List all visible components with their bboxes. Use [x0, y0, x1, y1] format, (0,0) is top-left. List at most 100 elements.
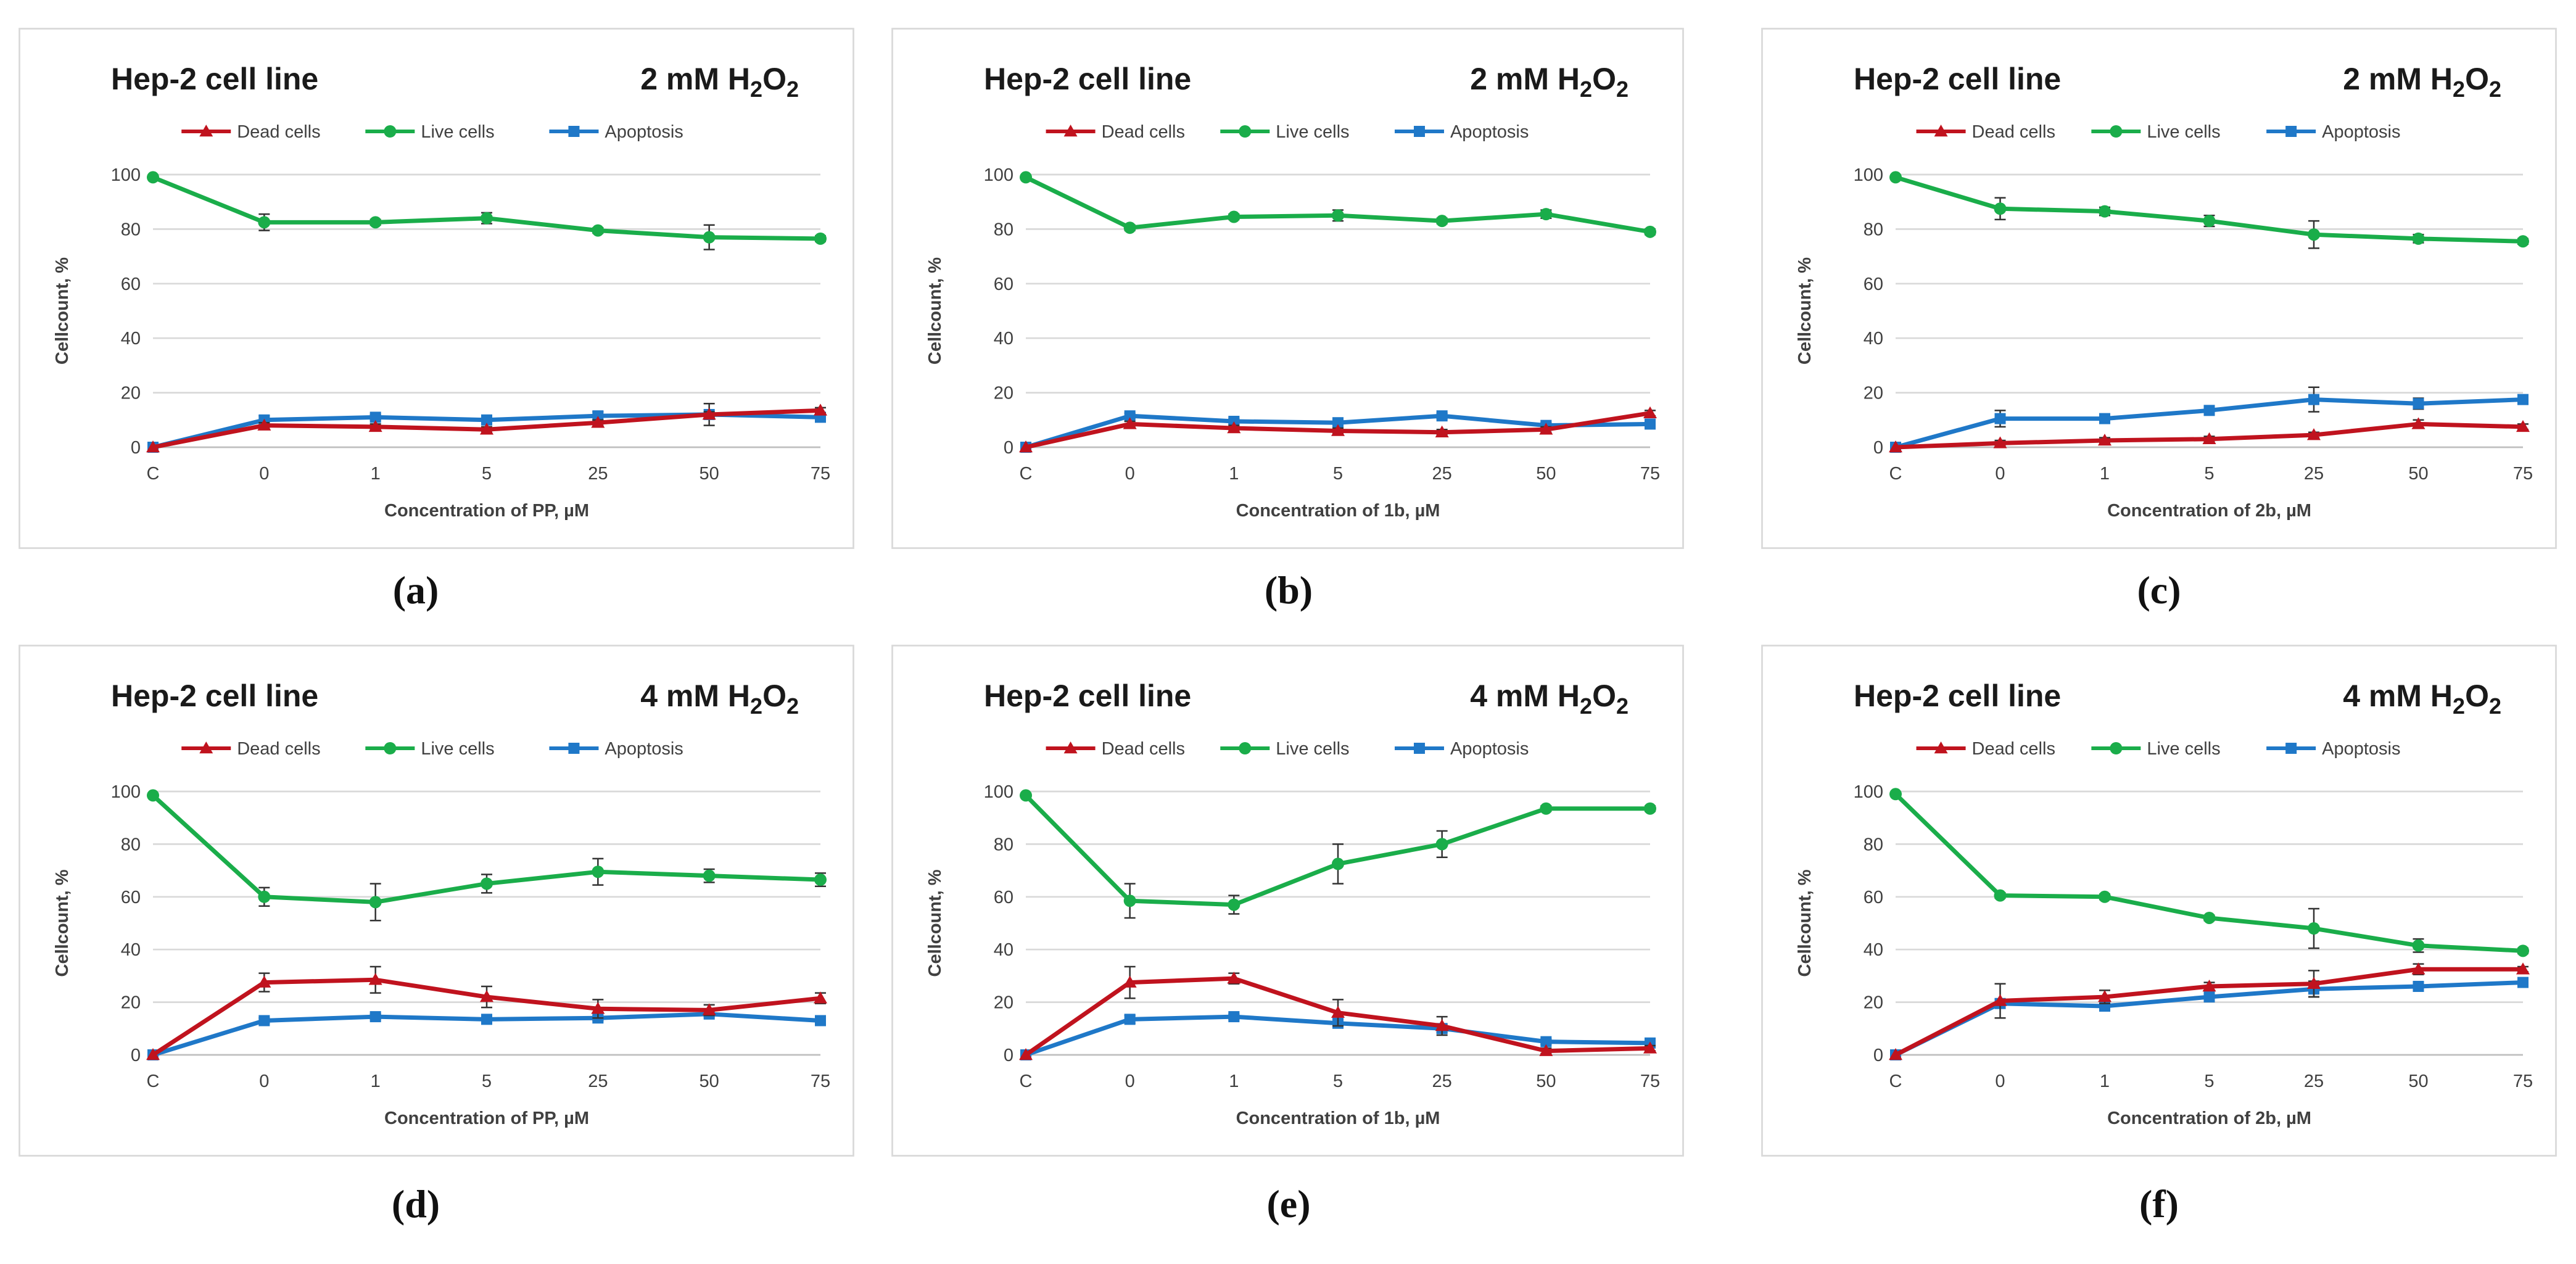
data-point-dead — [2307, 977, 2321, 989]
legend-marker-apoptosis — [2285, 126, 2297, 137]
x-tick-label: 5 — [482, 1072, 492, 1091]
legend-label-apoptosis: Apoptosis — [1450, 739, 1529, 759]
legend-marker-live — [2110, 742, 2123, 754]
y-tick-label: 100 — [984, 782, 1013, 802]
data-point-live — [814, 232, 827, 245]
y-axis-label: Cellcount, % — [52, 257, 72, 365]
chart-panel-c: Hep-2 cell line 2 mM H2O2 Dead cells Live c… — [1761, 28, 2557, 549]
legend-marker-dead — [1063, 741, 1078, 754]
x-tick-label: C — [1889, 464, 1902, 484]
series-live — [1889, 171, 2529, 249]
data-point-dead — [702, 1003, 716, 1015]
x-tick-label: C — [147, 1072, 160, 1091]
legend-label-dead: Dead cells — [237, 739, 320, 759]
y-axis-label: Cellcount, % — [925, 869, 945, 977]
x-tick-label: 25 — [2304, 1072, 2324, 1091]
data-point-live — [592, 865, 605, 878]
x-tick-label: 1 — [371, 1072, 381, 1091]
legend-label-apoptosis: Apoptosis — [1450, 122, 1529, 142]
data-point-live — [1435, 215, 1448, 228]
data-point-dead — [2202, 979, 2216, 992]
data-point-live — [1540, 208, 1553, 221]
data-point-live — [703, 231, 716, 244]
series-live — [147, 789, 827, 922]
chart-condition: 4 mM H2O2 — [2343, 679, 2501, 719]
data-point-live — [2203, 911, 2216, 924]
data-point-live — [1332, 209, 1344, 222]
data-point-apoptosis — [1540, 1036, 1552, 1047]
data-point-live — [147, 789, 159, 802]
chart-title: Hep-2 cell line — [984, 62, 1191, 96]
y-tick-label: 20 — [994, 993, 1013, 1013]
data-point-dead — [368, 973, 382, 985]
data-point-dead — [2202, 432, 2216, 444]
chart-title: Hep-2 cell line — [111, 679, 318, 713]
data-point-apoptosis — [1645, 418, 1656, 430]
legend-marker-apoptosis — [2285, 743, 2297, 754]
data-point-live — [2099, 205, 2111, 218]
chart-title: Hep-2 cell line — [984, 679, 1191, 713]
data-point-apoptosis — [1436, 410, 1448, 422]
x-tick-label: 50 — [700, 1072, 719, 1091]
y-tick-label: 40 — [121, 329, 141, 349]
data-point-dead — [814, 991, 827, 1004]
x-tick-label: 5 — [2204, 464, 2214, 484]
legend-label-live: Live cells — [1276, 122, 1349, 142]
data-point-dead — [1993, 994, 2007, 1006]
series-dead — [1889, 417, 2530, 453]
legend-label-apoptosis: Apoptosis — [2322, 739, 2400, 759]
x-tick-label: 50 — [1536, 1072, 1556, 1091]
data-point-dead — [1227, 972, 1241, 984]
chart-e-svg: Hep-2 cell line 4 mM H2O2 Dead cells Live c… — [891, 645, 1684, 1157]
x-tick-label: 0 — [1125, 1072, 1135, 1091]
data-point-dead — [1643, 1041, 1657, 1054]
legend-marker-apoptosis — [568, 126, 580, 137]
data-point-dead — [1123, 417, 1137, 429]
legend-label-apoptosis: Apoptosis — [2322, 122, 2400, 142]
data-point-apoptosis — [2203, 405, 2215, 416]
y-axis-label: Cellcount, % — [925, 257, 945, 365]
legend-label-apoptosis: Apoptosis — [605, 739, 683, 759]
data-point-dead — [702, 407, 716, 420]
data-point-live — [1020, 789, 1032, 802]
legend-label-dead: Dead cells — [237, 122, 320, 142]
chart-a-svg: Hep-2 cell line 2 mM H2O2 Dead cells Live c… — [19, 28, 854, 549]
data-point-live — [1994, 202, 2007, 215]
data-point-live — [1644, 225, 1656, 238]
legend-label-dead: Dead cells — [1102, 122, 1185, 142]
legend-label-dead: Dead cells — [1102, 739, 1185, 759]
y-tick-label: 60 — [121, 888, 141, 907]
chart-condition: 4 mM H2O2 — [640, 679, 799, 719]
data-point-live — [258, 216, 271, 229]
data-point-live — [1228, 210, 1241, 223]
x-tick-label: 1 — [371, 464, 381, 484]
data-point-dead — [480, 423, 493, 435]
data-point-dead — [1889, 1048, 1902, 1060]
chart-title: Hep-2 cell line — [1854, 679, 2061, 713]
data-point-live — [1228, 898, 1241, 911]
data-point-apoptosis — [2203, 991, 2215, 1003]
legend-marker-dead — [199, 741, 213, 754]
data-point-dead — [2516, 962, 2530, 975]
legend-marker-apoptosis — [1413, 126, 1425, 137]
data-point-apoptosis — [1228, 1011, 1240, 1023]
data-point-apoptosis — [1228, 416, 1240, 428]
x-tick-label: 75 — [811, 464, 830, 484]
data-point-dead — [146, 1048, 160, 1060]
data-point-live — [1332, 857, 1344, 870]
data-point-live — [258, 890, 271, 903]
chart-panel-d: Hep-2 cell line 4 mM H2O2 Dead cells Live c… — [19, 645, 854, 1157]
y-tick-label: 40 — [994, 329, 1013, 349]
data-point-dead — [1435, 1019, 1449, 1031]
data-point-live — [1540, 802, 1553, 815]
legend-marker-live — [1239, 125, 1252, 138]
y-tick-label: 20 — [1864, 993, 1883, 1013]
y-tick-label: 60 — [994, 275, 1013, 294]
data-point-live — [369, 216, 382, 229]
series-dead — [1889, 962, 2530, 1060]
chart-frame — [891, 28, 1684, 549]
data-point-dead — [2098, 990, 2112, 1002]
legend-label-live: Live cells — [1276, 739, 1349, 759]
data-point-apoptosis — [2099, 413, 2110, 424]
y-tick-label: 20 — [121, 993, 141, 1013]
